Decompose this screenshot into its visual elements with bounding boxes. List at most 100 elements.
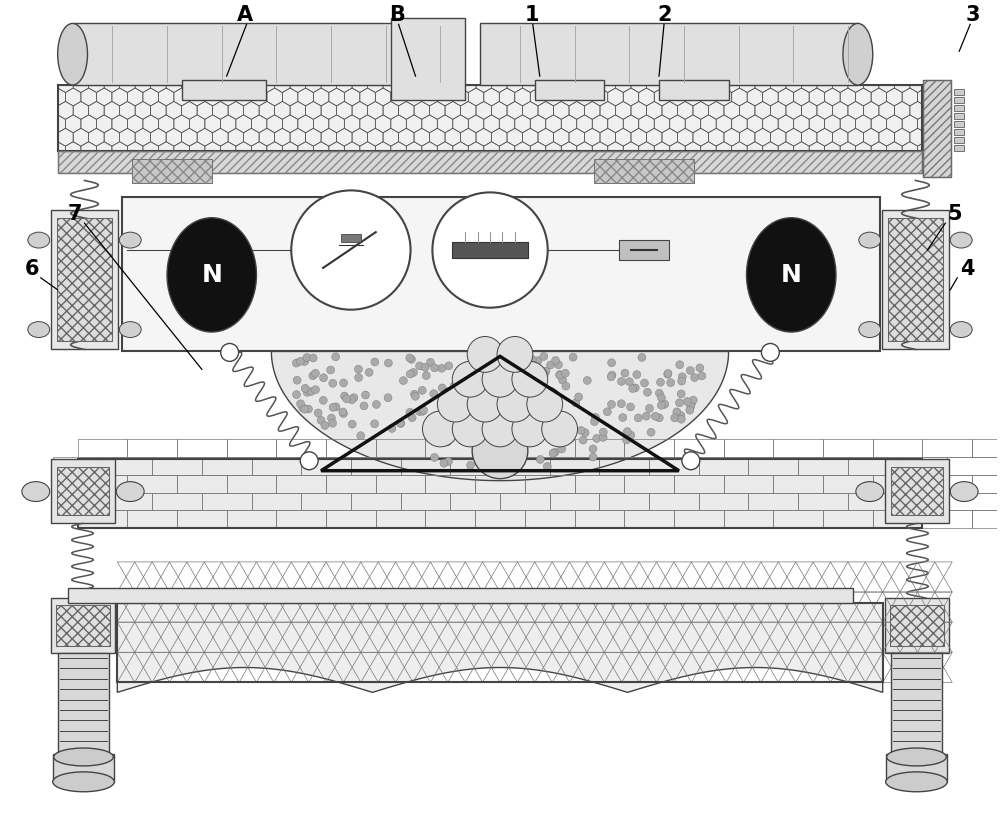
Circle shape <box>452 362 488 398</box>
Bar <box>888 218 943 341</box>
Bar <box>972 510 1000 528</box>
Circle shape <box>676 361 684 369</box>
Circle shape <box>495 386 503 394</box>
Bar <box>56 605 110 645</box>
Circle shape <box>471 361 479 368</box>
Circle shape <box>329 380 337 387</box>
Circle shape <box>591 413 599 421</box>
Bar <box>823 474 873 492</box>
Circle shape <box>443 438 451 446</box>
Bar <box>53 754 114 782</box>
Bar <box>922 474 972 492</box>
Circle shape <box>384 359 392 367</box>
Circle shape <box>437 386 473 422</box>
Bar <box>882 210 949 349</box>
Bar <box>891 653 942 757</box>
Circle shape <box>591 418 598 425</box>
Bar <box>923 80 951 178</box>
Circle shape <box>399 376 407 384</box>
Bar <box>102 456 152 474</box>
Bar <box>58 85 922 151</box>
Circle shape <box>607 373 615 381</box>
Circle shape <box>459 371 467 379</box>
Ellipse shape <box>747 218 836 332</box>
Circle shape <box>516 433 524 441</box>
Bar <box>891 467 943 515</box>
Bar <box>954 145 964 151</box>
Bar <box>535 80 604 100</box>
Ellipse shape <box>119 232 141 248</box>
Bar <box>401 492 450 510</box>
Circle shape <box>676 399 683 407</box>
Bar <box>73 24 460 85</box>
Bar <box>798 492 848 510</box>
Circle shape <box>440 460 448 467</box>
Ellipse shape <box>856 482 884 501</box>
Bar <box>954 105 964 111</box>
Circle shape <box>348 420 356 428</box>
Bar <box>890 605 944 645</box>
Circle shape <box>657 402 665 409</box>
Bar <box>452 242 528 258</box>
Bar <box>252 492 301 510</box>
Circle shape <box>572 399 580 407</box>
Bar <box>550 492 599 510</box>
Circle shape <box>459 437 467 445</box>
Circle shape <box>410 390 418 398</box>
Bar <box>425 474 475 492</box>
Circle shape <box>678 373 686 380</box>
Circle shape <box>437 435 445 443</box>
Circle shape <box>642 412 650 420</box>
Bar <box>848 456 898 474</box>
Circle shape <box>558 445 566 453</box>
Circle shape <box>623 428 631 435</box>
Text: 7: 7 <box>68 204 82 224</box>
Bar <box>227 510 276 528</box>
Bar <box>649 456 699 474</box>
Circle shape <box>581 429 589 437</box>
Circle shape <box>354 365 362 373</box>
Circle shape <box>309 354 317 362</box>
Circle shape <box>362 391 369 399</box>
Bar <box>227 439 276 456</box>
Circle shape <box>645 404 653 412</box>
Circle shape <box>579 436 587 444</box>
Bar <box>177 474 227 492</box>
Circle shape <box>300 452 318 470</box>
Ellipse shape <box>167 218 256 332</box>
Circle shape <box>468 384 476 393</box>
Bar <box>888 218 943 341</box>
Circle shape <box>463 380 471 388</box>
Circle shape <box>556 371 564 379</box>
Circle shape <box>426 358 434 366</box>
Circle shape <box>422 411 458 447</box>
Bar <box>954 89 964 95</box>
Bar <box>122 197 880 352</box>
Circle shape <box>497 336 533 372</box>
Circle shape <box>599 434 607 442</box>
Circle shape <box>454 420 462 429</box>
Circle shape <box>552 357 560 364</box>
Bar <box>823 510 873 528</box>
Bar <box>954 128 964 135</box>
Bar <box>954 97 964 103</box>
Circle shape <box>462 376 470 384</box>
Circle shape <box>540 353 548 361</box>
Circle shape <box>589 453 597 461</box>
Bar <box>326 439 376 456</box>
Bar <box>891 467 943 515</box>
Circle shape <box>307 388 315 395</box>
Bar <box>798 456 848 474</box>
Circle shape <box>686 407 694 414</box>
Bar <box>972 474 1000 492</box>
Circle shape <box>623 436 630 444</box>
Bar <box>177 439 227 456</box>
Bar <box>117 603 883 682</box>
Circle shape <box>577 426 585 434</box>
Circle shape <box>696 364 704 372</box>
Bar <box>922 510 972 528</box>
Ellipse shape <box>859 232 881 248</box>
Circle shape <box>549 449 557 457</box>
Bar <box>550 456 599 474</box>
Text: 3: 3 <box>965 6 980 25</box>
